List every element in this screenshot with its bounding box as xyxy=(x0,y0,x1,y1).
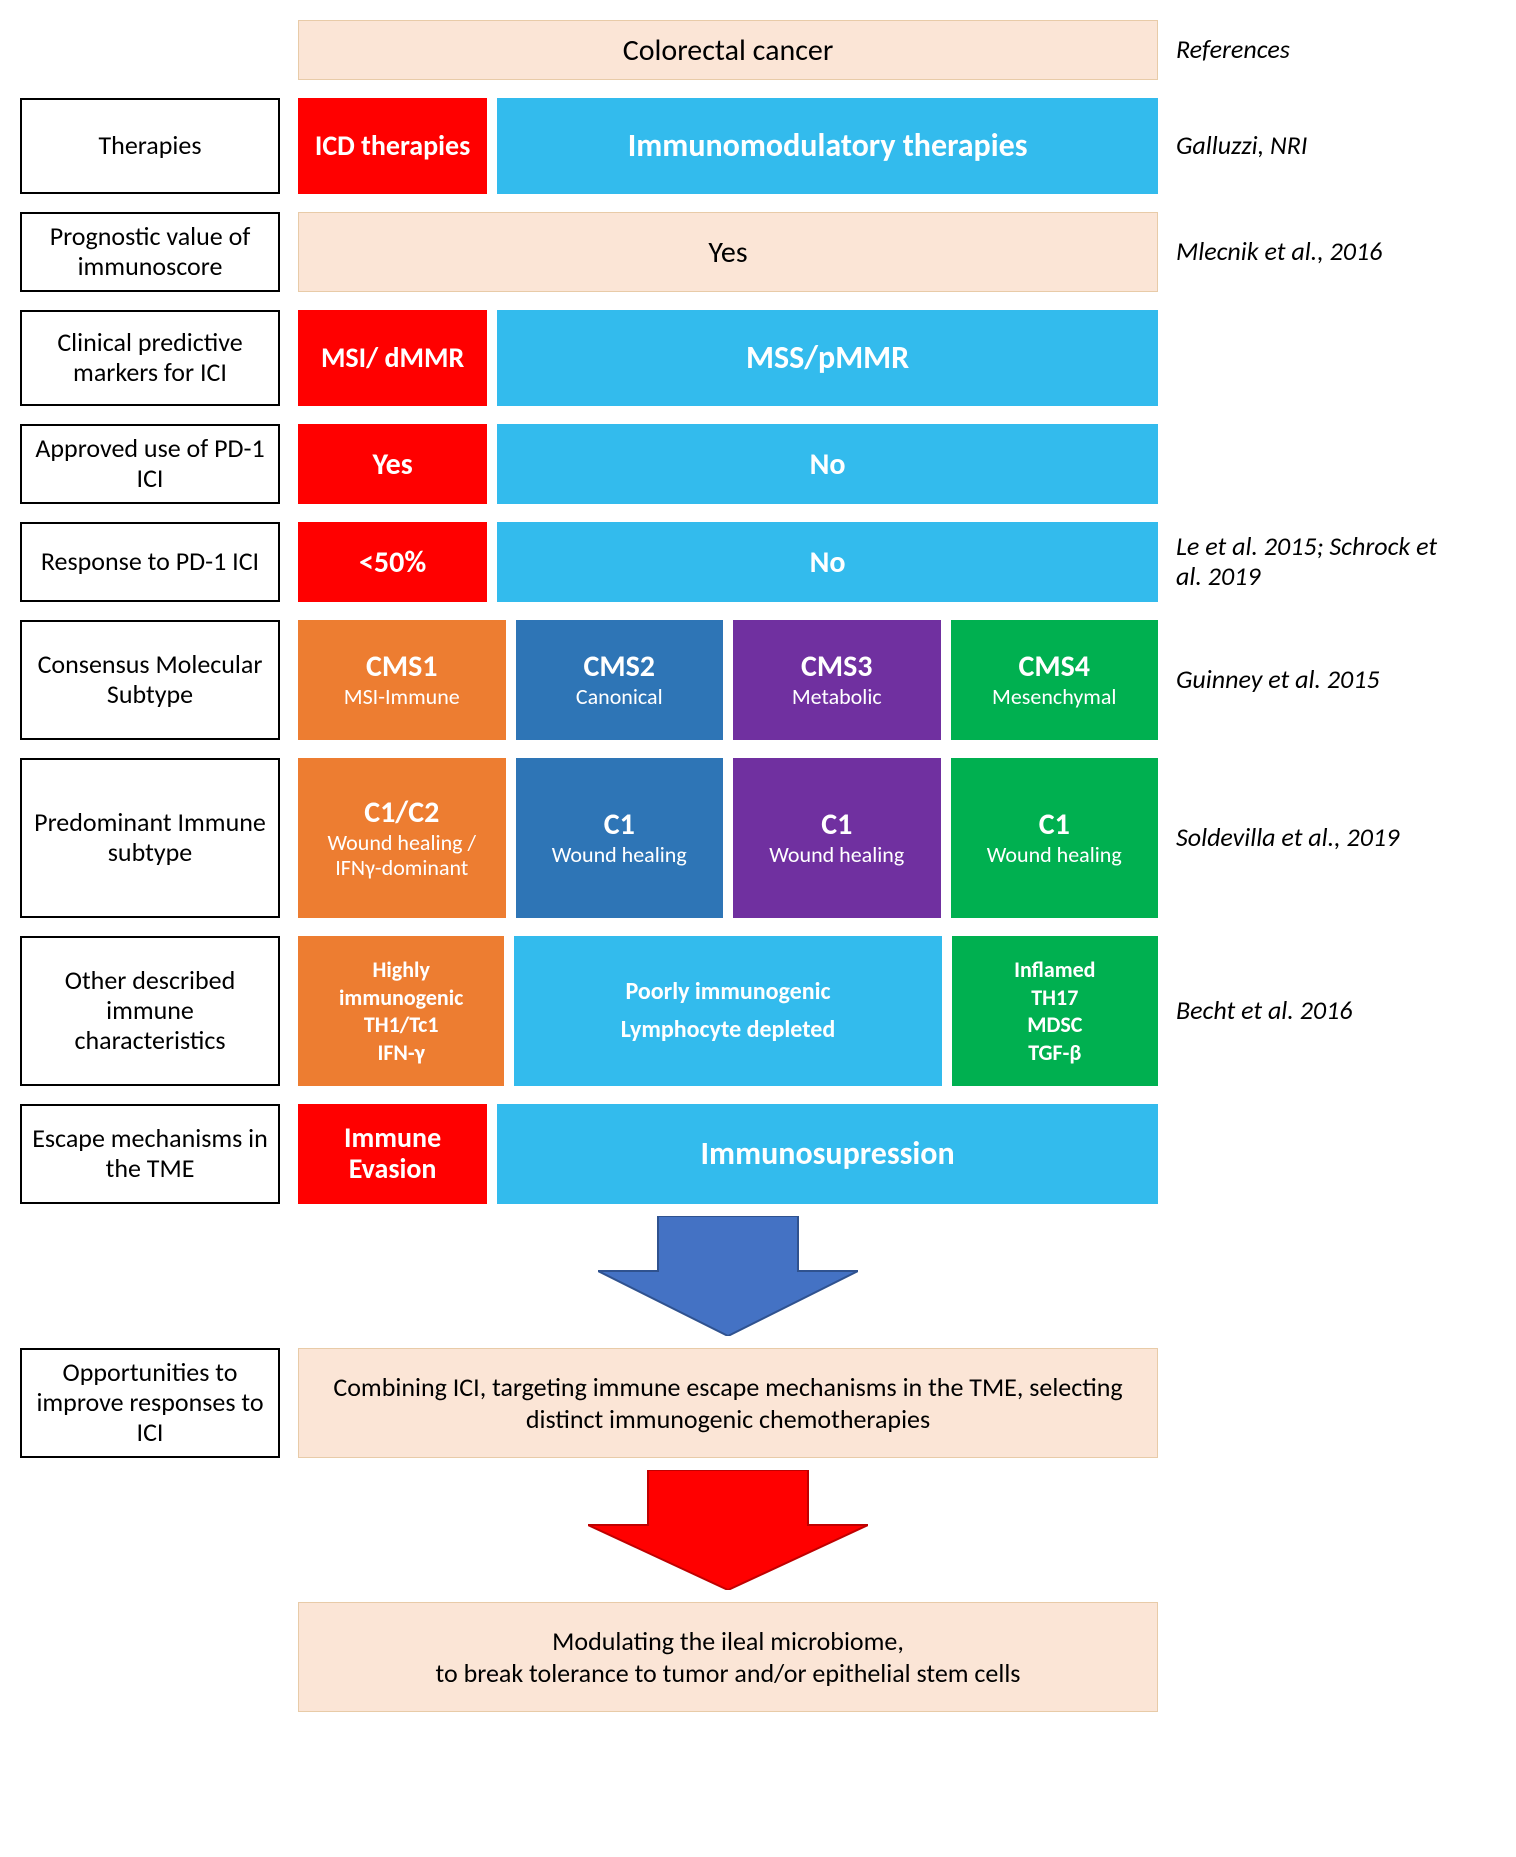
label-escape: Escape mechanisms in the TME xyxy=(20,1104,280,1204)
ref-other: Becht et al. 2016 xyxy=(1176,936,1456,1086)
other-orange: Highly immunogenic TH1/Tc1 IFN-γ xyxy=(298,936,504,1086)
box2-line2: to break tolerance to tumor and/or epith… xyxy=(436,1657,1021,1690)
cms1-sub: MSI-Immune xyxy=(344,685,460,709)
ref-immune-subtype: Soldevilla et al., 2019 xyxy=(1176,758,1456,918)
other-green: Inflamed TH17 MDSC TGF-β xyxy=(952,936,1158,1086)
arrow-down-blue-icon xyxy=(598,1216,858,1336)
cms2: CMS2 Canonical xyxy=(516,620,724,740)
label-approved: Approved use of PD-1 ICI xyxy=(20,424,280,504)
label-other: Other described immune characteristics xyxy=(20,936,280,1086)
other-sky-l1: Poorly immunogenic xyxy=(625,973,830,1011)
row-escape: Immune Evasion Immunosupression xyxy=(298,1104,1158,1204)
immune-c1-purple: C1 Wound healing xyxy=(733,758,941,918)
ref-cms: Guinney et al. 2015 xyxy=(1176,620,1456,740)
spacer xyxy=(20,1222,280,1330)
arrow-red-wrap xyxy=(298,1470,1158,1590)
cms3: CMS3 Metabolic xyxy=(733,620,941,740)
row-therapies: ICD therapies Immunomodulatory therapies xyxy=(298,98,1158,194)
ref-escape xyxy=(1176,1104,1456,1204)
header-mid: Colorectal cancer xyxy=(298,20,1158,80)
row-immune-subtype: C1/C2 Wound healing / IFNγ-dominant C1 W… xyxy=(298,758,1158,918)
other-green-l3: MDSC xyxy=(1027,1011,1082,1039)
immune-c1-green-sub: Wound healing xyxy=(987,843,1122,867)
row-approved: Yes No xyxy=(298,424,1158,504)
immunosuppression: Immunosupression xyxy=(497,1104,1158,1204)
immune-c1-blue-main: C1 xyxy=(604,808,635,841)
spacer xyxy=(20,1602,280,1712)
immunomodulatory-therapies: Immunomodulatory therapies xyxy=(497,98,1158,194)
cms3-main: CMS3 xyxy=(801,650,872,683)
opportunities-box-2: Modulating the ileal microbiome, to brea… xyxy=(298,1602,1158,1712)
cms2-main: CMS2 xyxy=(584,650,655,683)
cms4: CMS4 Mesenchymal xyxy=(951,620,1159,740)
ref-therapies: Galluzzi, NRI xyxy=(1176,98,1456,194)
cms2-sub: Canonical xyxy=(576,685,663,709)
label-response: Response to PD-1 ICI xyxy=(20,522,280,602)
response-no: No xyxy=(497,522,1158,602)
response-lt50: <50% xyxy=(298,522,487,602)
label-opportunities: Opportunities to improve responses to IC… xyxy=(20,1348,280,1458)
arrow-blue-wrap xyxy=(298,1216,1158,1336)
immune-c1-green-main: C1 xyxy=(1039,808,1070,841)
spacer xyxy=(20,20,280,80)
other-sky-l2: Lymphocyte depleted xyxy=(621,1011,835,1049)
immune-c1c2-main: C1/C2 xyxy=(364,796,439,829)
immune-c1c2-sub: Wound healing / IFNγ-dominant xyxy=(306,831,498,879)
prognostic-yes: Yes xyxy=(298,212,1158,292)
title-box: Colorectal cancer xyxy=(298,20,1158,80)
other-green-l4: TGF-β xyxy=(1028,1039,1081,1067)
spacer xyxy=(1176,1476,1456,1584)
other-sky: Poorly immunogenic Lymphocyte depleted xyxy=(514,936,941,1086)
cms1-main: CMS1 xyxy=(366,650,437,683)
other-orange-l1: Highly xyxy=(373,956,430,984)
approved-no: No xyxy=(497,424,1158,504)
immune-c1-purple-main: C1 xyxy=(821,808,852,841)
other-green-l2: TH17 xyxy=(1031,984,1078,1012)
label-cms: Consensus Molecular Subtype xyxy=(20,620,280,740)
immune-c1-blue: C1 Wound healing xyxy=(516,758,724,918)
immune-c1-green: C1 Wound healing xyxy=(951,758,1159,918)
immune-c1c2: C1/C2 Wound healing / IFNγ-dominant xyxy=(298,758,506,918)
row-markers: MSI/ dMMR MSS/pMMR xyxy=(298,310,1158,406)
spacer xyxy=(1176,1602,1456,1712)
row-other: Highly immunogenic TH1/Tc1 IFN-γ Poorly … xyxy=(298,936,1158,1086)
other-orange-l2: immunogenic xyxy=(339,984,463,1012)
ref-approved xyxy=(1176,424,1456,504)
other-green-l1: Inflamed xyxy=(1014,956,1095,984)
cms3-sub: Metabolic xyxy=(792,685,882,709)
immune-c1-purple-sub: Wound healing xyxy=(769,843,904,867)
row-cms: CMS1 MSI-Immune CMS2 Canonical CMS3 Meta… xyxy=(298,620,1158,740)
row-prognostic: Yes xyxy=(298,212,1158,292)
label-prognostic: Prognostic value of immunoscore xyxy=(20,212,280,292)
label-markers: Clinical predictive markers for ICI xyxy=(20,310,280,406)
approved-yes: Yes xyxy=(298,424,487,504)
cms4-sub: Mesenchymal xyxy=(992,685,1116,709)
spacer xyxy=(1176,1348,1456,1458)
icd-therapies: ICD therapies xyxy=(298,98,487,194)
box2-line1: Modulating the ileal microbiome, xyxy=(552,1625,904,1658)
ref-markers xyxy=(1176,310,1456,406)
other-orange-l3: TH1/Tc1 xyxy=(364,1011,439,1039)
spacer xyxy=(1176,1222,1456,1330)
cms4-main: CMS4 xyxy=(1019,650,1090,683)
immune-c1-blue-sub: Wound healing xyxy=(552,843,687,867)
other-orange-l4: IFN-γ xyxy=(377,1039,424,1067)
spacer xyxy=(20,1476,280,1584)
arrow-down-red-icon xyxy=(588,1470,868,1590)
mss-pmmr: MSS/pMMR xyxy=(497,310,1158,406)
row-response: <50% No xyxy=(298,522,1158,602)
label-immune-subtype: Predominant Immune subtype xyxy=(20,758,280,918)
opportunities-box-1: Combining ICI, targeting immune escape m… xyxy=(298,1348,1158,1458)
msi-dmmr: MSI/ dMMR xyxy=(298,310,487,406)
references-heading: References xyxy=(1176,20,1456,80)
cms1: CMS1 MSI-Immune xyxy=(298,620,506,740)
diagram-grid: Colorectal cancer References Therapies I… xyxy=(20,20,1496,1712)
label-therapies: Therapies xyxy=(20,98,280,194)
immune-evasion: Immune Evasion xyxy=(298,1104,487,1204)
ref-response: Le et al. 2015; Schrock et al. 2019 xyxy=(1176,522,1456,602)
ref-prognostic: Mlecnik et al., 2016 xyxy=(1176,212,1456,292)
